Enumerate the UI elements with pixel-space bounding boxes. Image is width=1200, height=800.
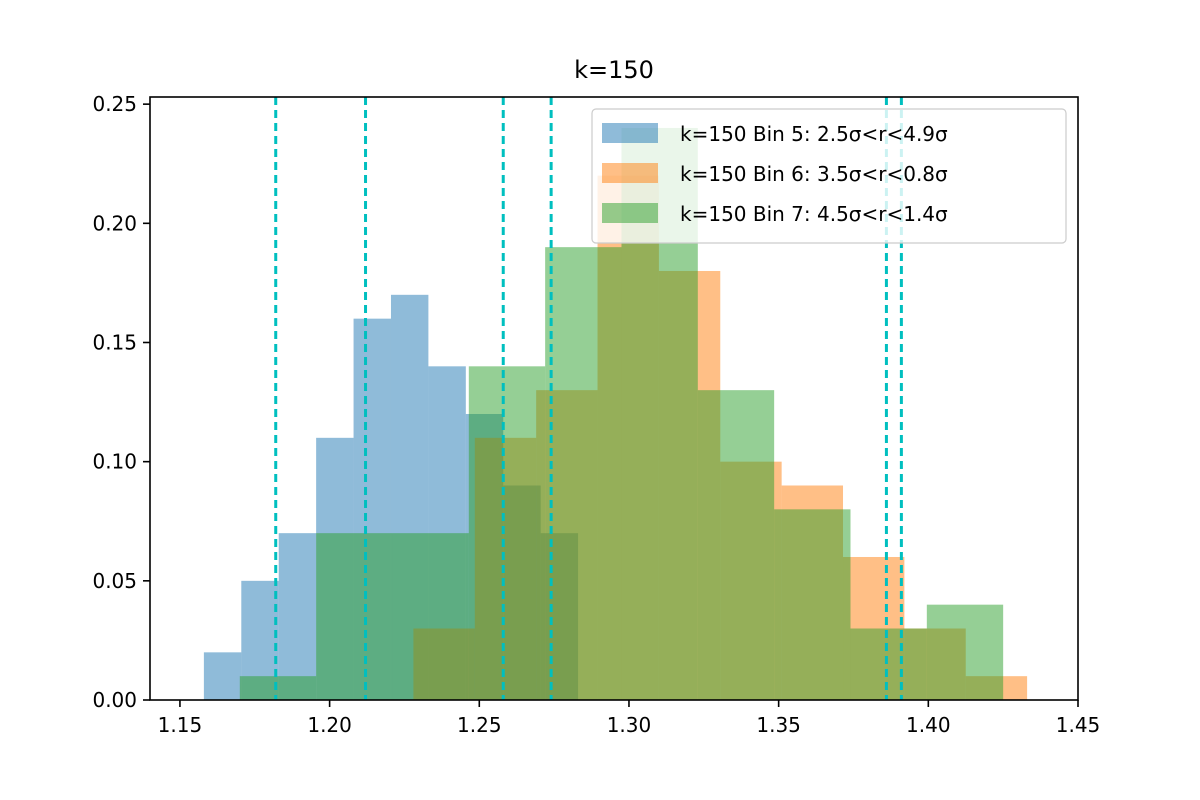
x-tick-label: 1.15 [158,713,203,737]
y-tick-label: 0.05 [92,569,137,593]
y-tick-label: 0.10 [92,450,137,474]
bar-series3-bin5 [545,247,622,700]
y-axis: 0.00 0.05 0.10 0.15 0.20 0.25 [92,92,150,712]
legend-swatch-1 [602,123,658,143]
bar-series3-bin1 [239,676,317,700]
bar-series3-bin4 [468,366,546,700]
bar-group [203,127,1028,701]
y-tick-label: 0.15 [92,330,137,354]
legend-label-2: k=150 Bin 6: 3.5σ<r<0.8σ [680,162,948,186]
y-tick-label: 0.25 [92,92,137,116]
bar-series1-bin1 [203,652,242,700]
legend-box [591,108,1067,244]
x-axis: 1.15 1.20 1.25 1.30 1.35 1.40 1.45 [158,700,1101,737]
x-tick-label: 1.25 [457,713,502,737]
plot-frame [149,96,1079,701]
legend: k=150 Bin 5: 2.5σ<r<4.9σ k=150 Bin 6: 3.5… [591,108,1067,244]
y-tick-label: 0.20 [92,211,137,235]
bar-series3-bin7 [697,390,775,700]
legend-swatch-2 [602,163,658,183]
y-tick-label: 0.00 [92,688,137,712]
legend-swatch-3 [602,203,658,223]
vertical-line-group [274,97,903,700]
x-tick-label: 1.30 [607,713,652,737]
legend-label-1: k=150 Bin 5: 2.5σ<r<4.9σ [680,122,948,146]
chart-title: k=150 [574,56,654,84]
x-tick-label: 1.20 [307,713,352,737]
bar-series3-bin8 [774,509,851,700]
x-tick-label: 1.35 [756,713,801,737]
bar-series3-bin10 [926,604,1004,700]
bar-series3-bin2 [316,533,393,700]
bar-series3-bin9 [850,628,927,700]
x-tick-label: 1.40 [906,713,951,737]
x-tick-label: 1.45 [1056,713,1101,737]
bar-series1-bin3 [278,533,317,700]
legend-label-3: k=150 Bin 7: 4.5σ<r<1.4σ [680,202,948,226]
bar-series3-bin3 [392,533,469,700]
